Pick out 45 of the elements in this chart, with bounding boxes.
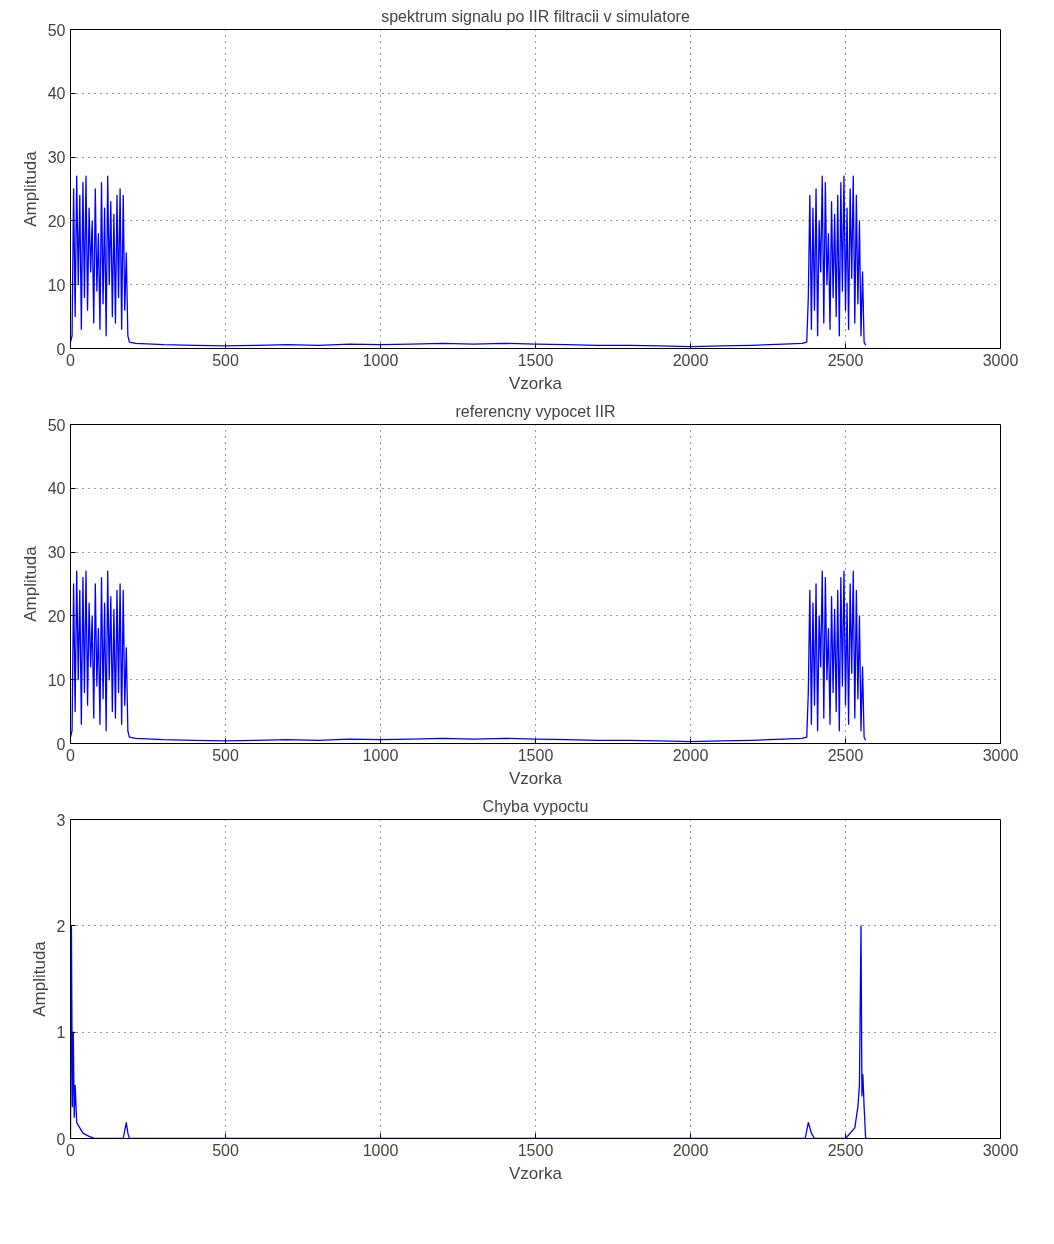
x-axis-title: Vzorka — [509, 1163, 563, 1183]
x-tick-label: 1000 — [362, 746, 399, 764]
y-tick-label: 1 — [56, 1024, 66, 1042]
x-tick-label: 3000 — [982, 351, 1019, 369]
y-tick-label: 40 — [47, 480, 66, 498]
y-tick-label: 3 — [56, 811, 66, 829]
chart-title: referencny vypocet IIR — [455, 402, 616, 420]
y-tick-label: 10 — [47, 671, 66, 689]
x-tick-label: 2500 — [827, 746, 864, 764]
x-tick-label: 2500 — [827, 1141, 864, 1159]
y-tick-label: 50 — [47, 21, 66, 39]
y-tick-label: 0 — [56, 1130, 66, 1148]
x-tick-label: 2000 — [672, 351, 709, 369]
chart-title: spektrum signalu po IIR filtracii v simulatore — [381, 7, 690, 25]
x-tick-label: 1500 — [517, 351, 554, 369]
x-tick-label: 500 — [212, 1141, 239, 1159]
line-series — [70, 175, 867, 348]
y-tick-label: 20 — [47, 607, 66, 625]
y-tick-label: 2 — [56, 917, 66, 935]
chart-title: Chyba vypoctu — [482, 797, 589, 815]
x-tick-label: 500 — [212, 746, 239, 764]
y-tick-label: 0 — [56, 735, 66, 753]
y-tick-label: 20 — [47, 212, 66, 230]
x-tick-label: 2000 — [672, 746, 709, 764]
x-tick-label: 1000 — [362, 351, 399, 369]
x-tick-label: 2500 — [827, 351, 864, 369]
x-tick-label: 3000 — [982, 746, 1019, 764]
y-tick-label: 10 — [47, 276, 66, 294]
x-tick-label: 2000 — [672, 1141, 709, 1159]
x-tick-label: 1500 — [517, 1141, 554, 1159]
x-tick-label: 1500 — [517, 746, 554, 764]
y-axis-title: Amplituda — [20, 150, 40, 227]
y-tick-label: 50 — [47, 416, 66, 434]
x-axis-title: Vzorka — [509, 768, 563, 788]
y-tick-label: 30 — [47, 544, 66, 562]
x-axis-title: Vzorka — [509, 373, 563, 393]
line-series — [70, 570, 867, 743]
y-axis-title: Amplituda — [20, 545, 40, 622]
y-tick-label: 0 — [56, 340, 66, 358]
y-tick-label: 30 — [47, 149, 66, 167]
x-tick-label: 3000 — [982, 1141, 1019, 1159]
y-axis-title: Amplituda — [29, 940, 49, 1017]
y-tick-label: 40 — [47, 85, 66, 103]
x-tick-label: 1000 — [362, 1141, 399, 1159]
x-tick-label: 500 — [212, 351, 239, 369]
